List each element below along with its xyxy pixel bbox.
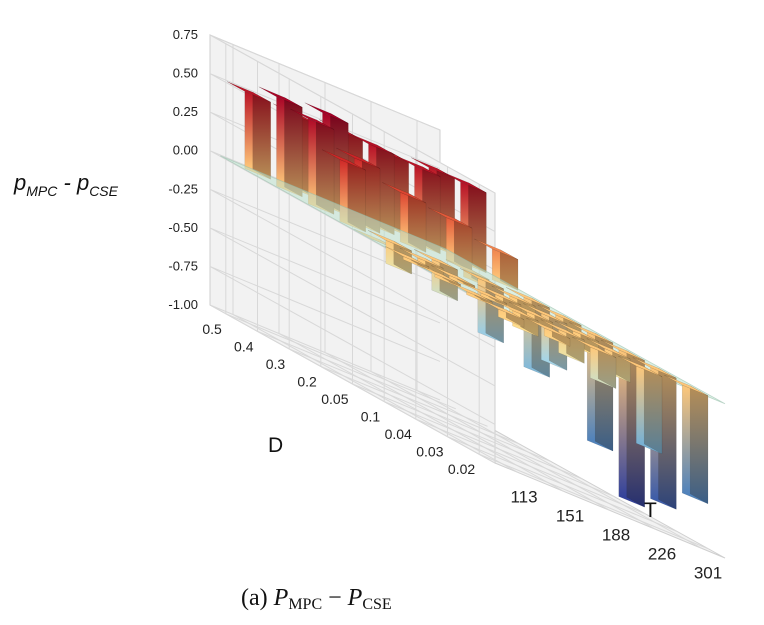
- z-tick-label: -1.00: [168, 297, 198, 312]
- z-tick-label: -0.25: [168, 181, 198, 196]
- z-tick-label: 0.00: [173, 143, 198, 158]
- bar: [480, 298, 525, 328]
- bar: [226, 81, 271, 180]
- z-gridline: [209, 265, 496, 425]
- t-tick-label: 113: [510, 488, 537, 507]
- d-tick-label: 0.4: [234, 338, 254, 354]
- z-gridline: [209, 227, 496, 387]
- t-tick-label: 301: [694, 564, 722, 583]
- bar: [572, 336, 617, 389]
- t-tick-label: 188: [602, 526, 630, 545]
- z-tick-label: -0.75: [168, 258, 198, 273]
- bars-behind-plane: [226, 81, 519, 291]
- bar: [396, 155, 441, 255]
- bar: [336, 147, 381, 234]
- z-tick-label: 0.75: [173, 27, 198, 42]
- bar: [367, 230, 412, 275]
- d-tick-label: 0.2: [297, 373, 317, 389]
- y-axis-label: D: [268, 434, 283, 457]
- bar: [399, 247, 444, 277]
- bar: [477, 284, 522, 314]
- t-tick-label: 151: [556, 507, 584, 526]
- bar: [664, 374, 709, 505]
- d-gridline: [225, 43, 456, 410]
- d-tick-label: 0.03: [416, 444, 443, 460]
- z-tick-label: 0.25: [173, 104, 198, 119]
- bar: [382, 182, 427, 253]
- d-tick-label: 0.02: [448, 461, 475, 477]
- bar: [462, 282, 507, 308]
- t-tick-label: 226: [648, 545, 676, 564]
- d-tick-label: 0.04: [385, 426, 412, 442]
- z-axis-label: pMPC - pCSE: [13, 170, 119, 199]
- z-gridline: [209, 34, 496, 194]
- d-tick-label: 0.1: [361, 409, 381, 425]
- bar: [526, 317, 571, 347]
- bar: [431, 265, 476, 290]
- d-tick-label: 0.5: [202, 321, 222, 337]
- t-gridline: [232, 44, 519, 473]
- x-axis-label: T: [644, 499, 657, 522]
- d-tick-label: 0.05: [321, 391, 348, 407]
- z-tick-label: -0.50: [168, 220, 198, 235]
- bar: [258, 86, 303, 198]
- tick-labels: 0.75 0.50 0.25 0.00 -0.25 -0.50 -0.75 -1.00 113 1…: [168, 27, 722, 583]
- bars-front-of-plane: [367, 230, 709, 510]
- figure-caption: (a) PMPC − PCSE: [241, 585, 392, 613]
- bar: [290, 108, 335, 215]
- z-gridline: [209, 188, 496, 348]
- d-tick-label: 0.3: [266, 356, 286, 372]
- bar: [618, 355, 663, 455]
- z-tick-label: 0.50: [173, 66, 198, 81]
- z-gridline: [209, 304, 496, 464]
